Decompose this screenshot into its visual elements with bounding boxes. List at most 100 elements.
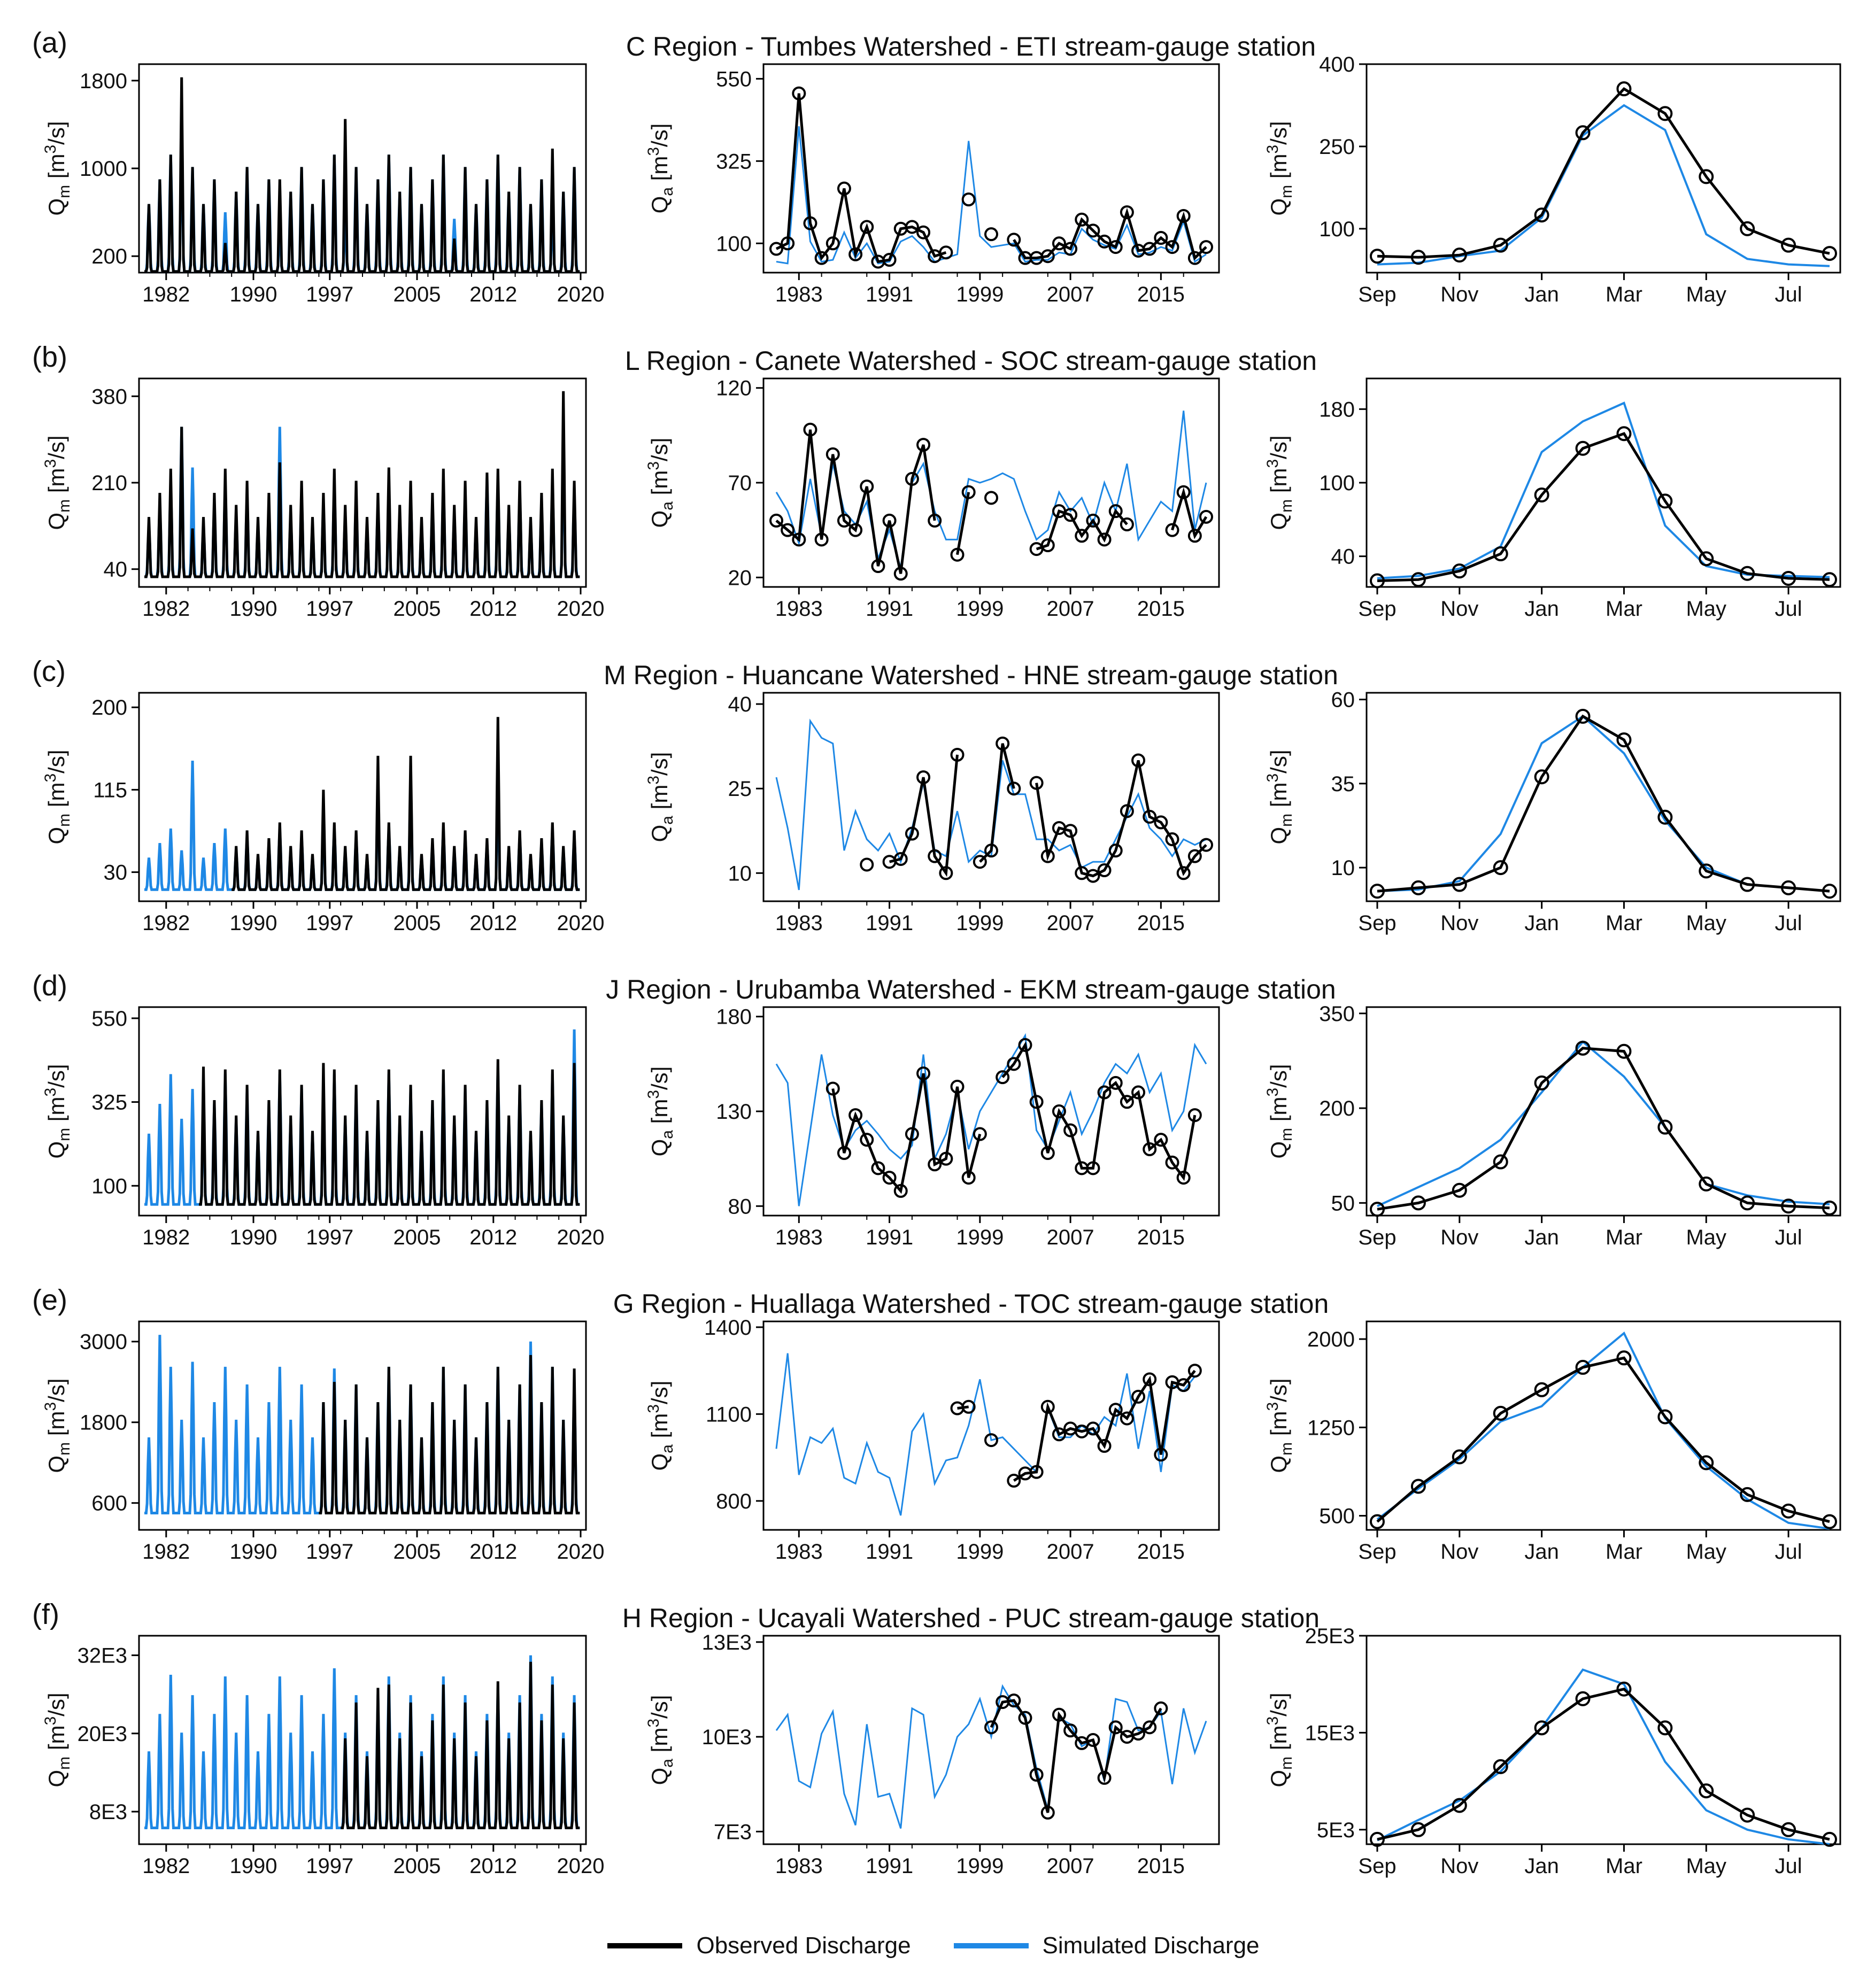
seasonal-axes: 500 1250 2000 Sep Nov Jan Mar May Jul Qm [m3/s]: [1264, 1320, 1841, 1564]
ylabel-part: /s]: [44, 749, 69, 773]
observed-seasonal-point: [1657, 1720, 1673, 1736]
observed-annual-point: [1007, 1057, 1021, 1071]
y-axis-label: Qm [m3/s]: [42, 1692, 73, 1787]
x-tick-label: Jan: [1524, 597, 1559, 621]
y-tick-label: 100: [1319, 471, 1355, 495]
x-tick-label: May: [1686, 911, 1726, 935]
observed-annual-point: [950, 1079, 965, 1094]
observed-annual-point: [1108, 1403, 1123, 1417]
ylabel-part: 3: [42, 773, 59, 783]
observed-annual-point: [1154, 1701, 1168, 1715]
observed-seasonal-point: [1452, 1449, 1467, 1465]
observed-discharge-line: [319, 1355, 580, 1514]
x-tick-label: Jan: [1524, 1854, 1559, 1878]
observed-annual-point: [950, 747, 965, 762]
observed-annual-point: [769, 513, 783, 528]
y-axis-label: Qm [m3/s]: [1264, 1692, 1295, 1787]
observed-discharge-line: [144, 391, 580, 578]
panel-title: L Region - Canete Watershed - SOC stream…: [625, 346, 1317, 376]
y-tick-label: 30: [104, 861, 128, 885]
observed-seasonal-point: [1822, 246, 1837, 261]
y-tick-label: 400: [1319, 53, 1355, 76]
x-tick-label: 2015: [1137, 283, 1185, 306]
legend-simulated-swatch: [953, 1943, 1029, 1948]
observed-annual-point: [1165, 832, 1179, 847]
observed-seasonal-point: [1822, 1831, 1837, 1847]
ylabel-part: /s]: [1266, 121, 1291, 144]
x-tick-label: 2015: [1137, 597, 1185, 621]
observed-annual-point: [893, 567, 908, 581]
ylabel-part: m: [56, 1757, 73, 1770]
observed-seasonal-point: [1410, 1479, 1426, 1494]
observed-seasonal-point: [1657, 1409, 1673, 1425]
x-tick-label: 1991: [866, 911, 913, 935]
x-tick-label: 1991: [866, 1540, 913, 1564]
x-tick-label: 2020: [557, 1854, 605, 1878]
ylabel-part: a: [659, 816, 676, 825]
observed-annual-point: [1097, 532, 1112, 547]
observed-seasonal-point: [1410, 880, 1426, 895]
observed-annual-point: [848, 1108, 863, 1123]
ylabel-part: /s]: [647, 1381, 672, 1404]
ylabel-part: 3: [42, 1402, 59, 1411]
x-tick-label: 2015: [1137, 1226, 1185, 1249]
x-tick-label: 1997: [306, 911, 353, 935]
ylabel-part: m: [56, 1442, 73, 1456]
observed-annual-point: [1086, 223, 1100, 238]
observed-seasonal-point: [1575, 440, 1591, 456]
ylabel-part: [m: [1266, 1726, 1291, 1757]
observed-annual-point: [1052, 1707, 1066, 1722]
x-tick-label: Sep: [1358, 1540, 1396, 1564]
x-tick-label: May: [1686, 1540, 1726, 1564]
observed-annual-point: [848, 523, 863, 537]
observed-annual-point: [961, 192, 976, 207]
ylabel-part: [m: [647, 156, 672, 187]
y-tick-label: 25E3: [1305, 1625, 1355, 1648]
observed-annual-point: [1086, 869, 1100, 883]
observed-seasonal-point: [1410, 1822, 1426, 1837]
ylabel-part: Q: [647, 825, 672, 842]
x-tick-label: Jul: [1775, 911, 1802, 935]
observed-annual-point: [984, 844, 998, 858]
y-tick-label: 210: [91, 471, 127, 495]
observed-seasonal-point: [1575, 1359, 1591, 1375]
plot-frame: [1365, 63, 1841, 274]
plot-frame: [762, 1320, 1220, 1531]
ylabel-part: 3: [1264, 459, 1282, 468]
observed-annual-point: [950, 547, 965, 562]
ylabel-part: m: [56, 1128, 73, 1141]
ylabel-part: 3: [1264, 773, 1282, 783]
observed-annual-point: [1029, 1768, 1044, 1782]
x-tick-label: 1982: [142, 597, 190, 621]
x-tick-label: 2005: [394, 911, 441, 935]
panel-label: (f): [32, 1598, 59, 1630]
observed-annual-point: [837, 1146, 851, 1160]
observed-seasonal-point: [1575, 709, 1591, 724]
ylabel-part: 3: [1264, 1088, 1282, 1097]
observed-annual-point: [1040, 849, 1055, 863]
x-tick-label: 2020: [557, 1540, 605, 1564]
x-tick-label: Nov: [1440, 283, 1478, 306]
x-tick-label: May: [1686, 1854, 1726, 1878]
x-tick-label: 1990: [230, 1854, 277, 1878]
observed-seasonal-point: [1534, 769, 1549, 785]
x-tick-label: 2015: [1137, 1854, 1185, 1878]
y-tick-label: 10E3: [702, 1726, 752, 1749]
x-tick-label: 1997: [306, 283, 353, 306]
observed-annual-point: [961, 1171, 976, 1185]
y-tick-label: 1100: [706, 1403, 752, 1426]
observed-seasonal-point: [1616, 81, 1632, 97]
observed-discharge-line: [341, 1661, 580, 1829]
y-axis-label: Qm [m3/s]: [42, 435, 73, 530]
observed-seasonal-point: [1452, 1182, 1467, 1198]
observed-annual-point: [1086, 1733, 1100, 1747]
plot-frame: [762, 63, 1220, 274]
observed-annual-point: [1131, 1727, 1146, 1741]
observed-annual-point: [826, 236, 840, 251]
simulated-discharge-line: [144, 427, 580, 578]
observed-seasonal-point: [1616, 1681, 1632, 1697]
observed-seasonal-point: [1370, 1514, 1385, 1529]
y-axis-label: Qa [m3/s]: [645, 1381, 676, 1471]
legend-observed-swatch: [607, 1943, 683, 1948]
observed-annual-point: [928, 849, 942, 863]
